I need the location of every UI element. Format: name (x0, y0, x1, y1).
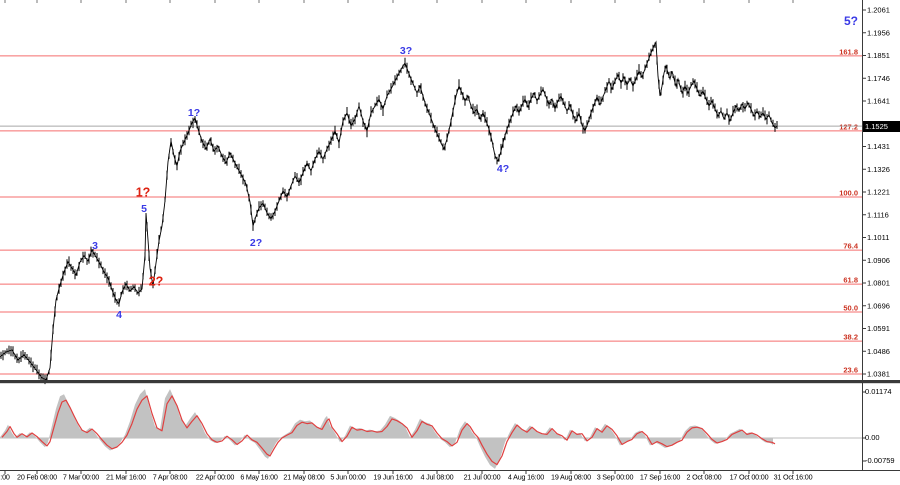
date-tick-label: 19 Aug 08:00 (551, 473, 591, 482)
date-tick-label: 21 Jul 00:00 (464, 473, 501, 482)
wave-label-1q: 1? (136, 185, 151, 199)
oscillator-panel (0, 389, 863, 469)
price-tick-label: 1.1641 (867, 97, 890, 106)
date-tick-label: 31 Oct 16:00 (774, 473, 813, 482)
fib-label-127.2: 127.2 (839, 122, 858, 131)
price-tick-label: 1.0801 (867, 279, 890, 288)
date-tick-label: 21 May 08:00 (283, 473, 324, 482)
price-tick-label: 1.0696 (867, 301, 890, 310)
wave-label-4: 4 (116, 309, 122, 321)
date-tick-label: 2 Oct 08:00 (687, 473, 722, 482)
price-tick-label: 1.1011 (867, 233, 889, 242)
price-tick-label: 1.1116 (867, 210, 889, 219)
date-tick-label: 7 Apr 08:00 (153, 473, 188, 482)
wave-label-2q: 2? (149, 274, 164, 288)
axis-frame (0, 0, 900, 471)
subwindow-separator (0, 380, 900, 384)
wave-count-labels: 3 4 5 1? 2? 1? 2? 3? 4? 5? (92, 14, 858, 321)
price-tick-label: 1.0591 (867, 324, 890, 333)
fib-label-61.8: 61.8 (843, 276, 858, 285)
date-tick-label: 3 Sep 00:00 (597, 473, 634, 482)
fib-label-100.0: 100.0 (839, 188, 858, 197)
wave-label-5: 5 (141, 203, 147, 215)
price-tick-label: 1.1746 (867, 74, 890, 83)
oscillator-histogram (0, 389, 773, 469)
fib-label-23.6: 23.6 (843, 366, 858, 375)
price-tick-label: 1.2061 (867, 6, 890, 15)
price-bar-ticks (0, 42, 778, 385)
fib-label-50.0: 50.0 (843, 304, 858, 313)
date-tick-label: 5 Jun 00:00 (330, 473, 366, 482)
date-tick-label: 17 Sep 16:00 (640, 473, 681, 482)
price-tick-label: 1.0486 (867, 347, 890, 356)
date-tick-label: 22 Apr 00:00 (196, 473, 235, 482)
oscillator-zero-label: 0.00 (865, 433, 880, 442)
oscillator-min-label: -0.00759 (865, 456, 895, 465)
date-tick-label: 6 May 16:00 (240, 473, 278, 482)
fib-label-161.8: 161.8 (839, 47, 858, 56)
date-tick-label: :00 (0, 473, 10, 482)
price-tick-label: 1.1221 (867, 188, 890, 197)
price-tick-label: 1.1851 (867, 51, 890, 60)
wave-label-5q: 5? (844, 14, 858, 28)
date-tick-label: 7 Mar 00:00 (63, 473, 99, 482)
date-axis: :00 20 Feb 08:00 7 Mar 00:00 21 Mar 16:00 7 … (0, 0, 813, 482)
current-price-tag: 1.1525 (863, 121, 900, 132)
price-bars (0, 40, 778, 385)
current-price-value: 1.1525 (865, 122, 888, 131)
date-tick-label: 17 Oct 00:00 (730, 473, 769, 482)
date-tick-label: 20 Feb 08:00 (17, 473, 57, 482)
fib-label-76.4: 76.4 (843, 242, 858, 251)
wave-label-2q: 2? (250, 237, 262, 249)
wave-label-1q: 1? (188, 107, 200, 119)
fib-label-38.2: 38.2 (843, 333, 858, 342)
oscillator-max-label: 0.01174 (865, 387, 892, 396)
wave-label-4q: 4? (497, 163, 509, 175)
price-tick-label: 1.0381 (867, 370, 890, 379)
oscillator-signal-line (1, 395, 776, 466)
price-tick-label: 1.1431 (867, 142, 890, 151)
date-tick-label: 21 Mar 16:00 (106, 473, 146, 482)
fib-retracement-lines: 161.8 127.2 100.0 76.4 61.8 50.0 38.2 23.6 (0, 47, 863, 375)
price-tick-label: 1.1326 (867, 165, 890, 174)
date-tick-label: 4 Jul 08:00 (421, 473, 454, 482)
price-tick-label: 1.0906 (867, 256, 890, 265)
wave-label-3: 3 (92, 240, 98, 252)
date-tick-label: 4 Aug 16:00 (508, 473, 544, 482)
price-tick-label: 1.1956 (867, 28, 890, 37)
wave-label-3q: 3? (400, 45, 412, 57)
date-tick-label: 19 Jun 16:00 (373, 473, 412, 482)
